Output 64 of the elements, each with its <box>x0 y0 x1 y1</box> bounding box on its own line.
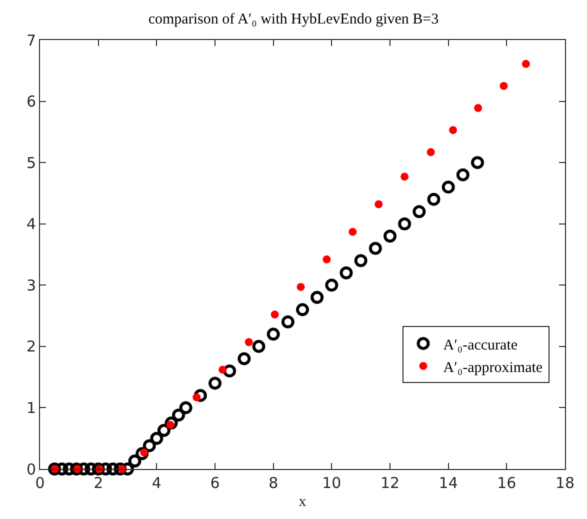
point <box>374 200 383 208</box>
chart-title: comparison of A′₀ with HybLevEndo given B=3 <box>148 11 439 28</box>
x-tick-label: 12 <box>380 474 400 492</box>
point <box>136 447 149 460</box>
point <box>400 172 409 181</box>
y-tick-label: 2 <box>26 338 36 356</box>
x-tick-label: 6 <box>210 474 220 492</box>
point <box>164 416 178 430</box>
point <box>354 254 368 268</box>
point <box>340 266 353 280</box>
x-tick-label: 4 <box>152 474 162 492</box>
y-tick-label: 7 <box>26 31 36 50</box>
point <box>322 255 331 264</box>
y-tick-label: 4 <box>26 215 36 234</box>
point <box>142 439 156 452</box>
point <box>296 303 309 316</box>
point <box>281 315 294 328</box>
point <box>48 462 62 476</box>
legend-label: A′₀-approximate <box>443 360 543 376</box>
point <box>270 310 279 319</box>
x-tick-label: 14 <box>438 474 458 492</box>
point <box>194 388 207 402</box>
x-tick-label: 2 <box>94 474 104 492</box>
point <box>252 340 266 353</box>
point <box>426 148 435 156</box>
point <box>208 376 222 390</box>
x-tick-label: 18 <box>555 474 575 492</box>
point <box>398 217 412 230</box>
point <box>106 462 120 476</box>
point <box>412 205 426 218</box>
y-tick-label: 0 <box>26 460 36 478</box>
point <box>474 104 482 112</box>
point <box>310 290 324 304</box>
point <box>128 454 142 468</box>
point <box>522 60 530 68</box>
point <box>150 432 164 445</box>
y-tick-label: 5 <box>26 154 36 172</box>
point <box>157 424 170 437</box>
x-tick-label: 8 <box>268 474 278 492</box>
point <box>368 242 382 255</box>
point <box>244 338 253 346</box>
y-tick-label: 6 <box>26 92 36 111</box>
point <box>325 278 338 292</box>
y-tick-label: 3 <box>26 276 36 294</box>
point <box>471 156 484 170</box>
x-tick-label: 10 <box>322 474 342 492</box>
x-tick-label: 16 <box>497 474 516 492</box>
point <box>179 401 192 414</box>
x-axis-title: x <box>298 494 307 510</box>
point <box>296 282 305 291</box>
legend-label: A′₀-accurate <box>443 337 518 354</box>
point <box>348 228 357 236</box>
point <box>456 168 470 182</box>
point <box>449 126 457 134</box>
point <box>238 352 251 366</box>
point <box>218 366 227 374</box>
point <box>442 180 455 194</box>
point <box>266 328 280 341</box>
point <box>384 230 396 243</box>
y-tick-label: 1 <box>26 398 36 417</box>
point <box>223 364 236 378</box>
point <box>427 192 440 206</box>
point <box>172 408 186 422</box>
point <box>500 82 508 90</box>
